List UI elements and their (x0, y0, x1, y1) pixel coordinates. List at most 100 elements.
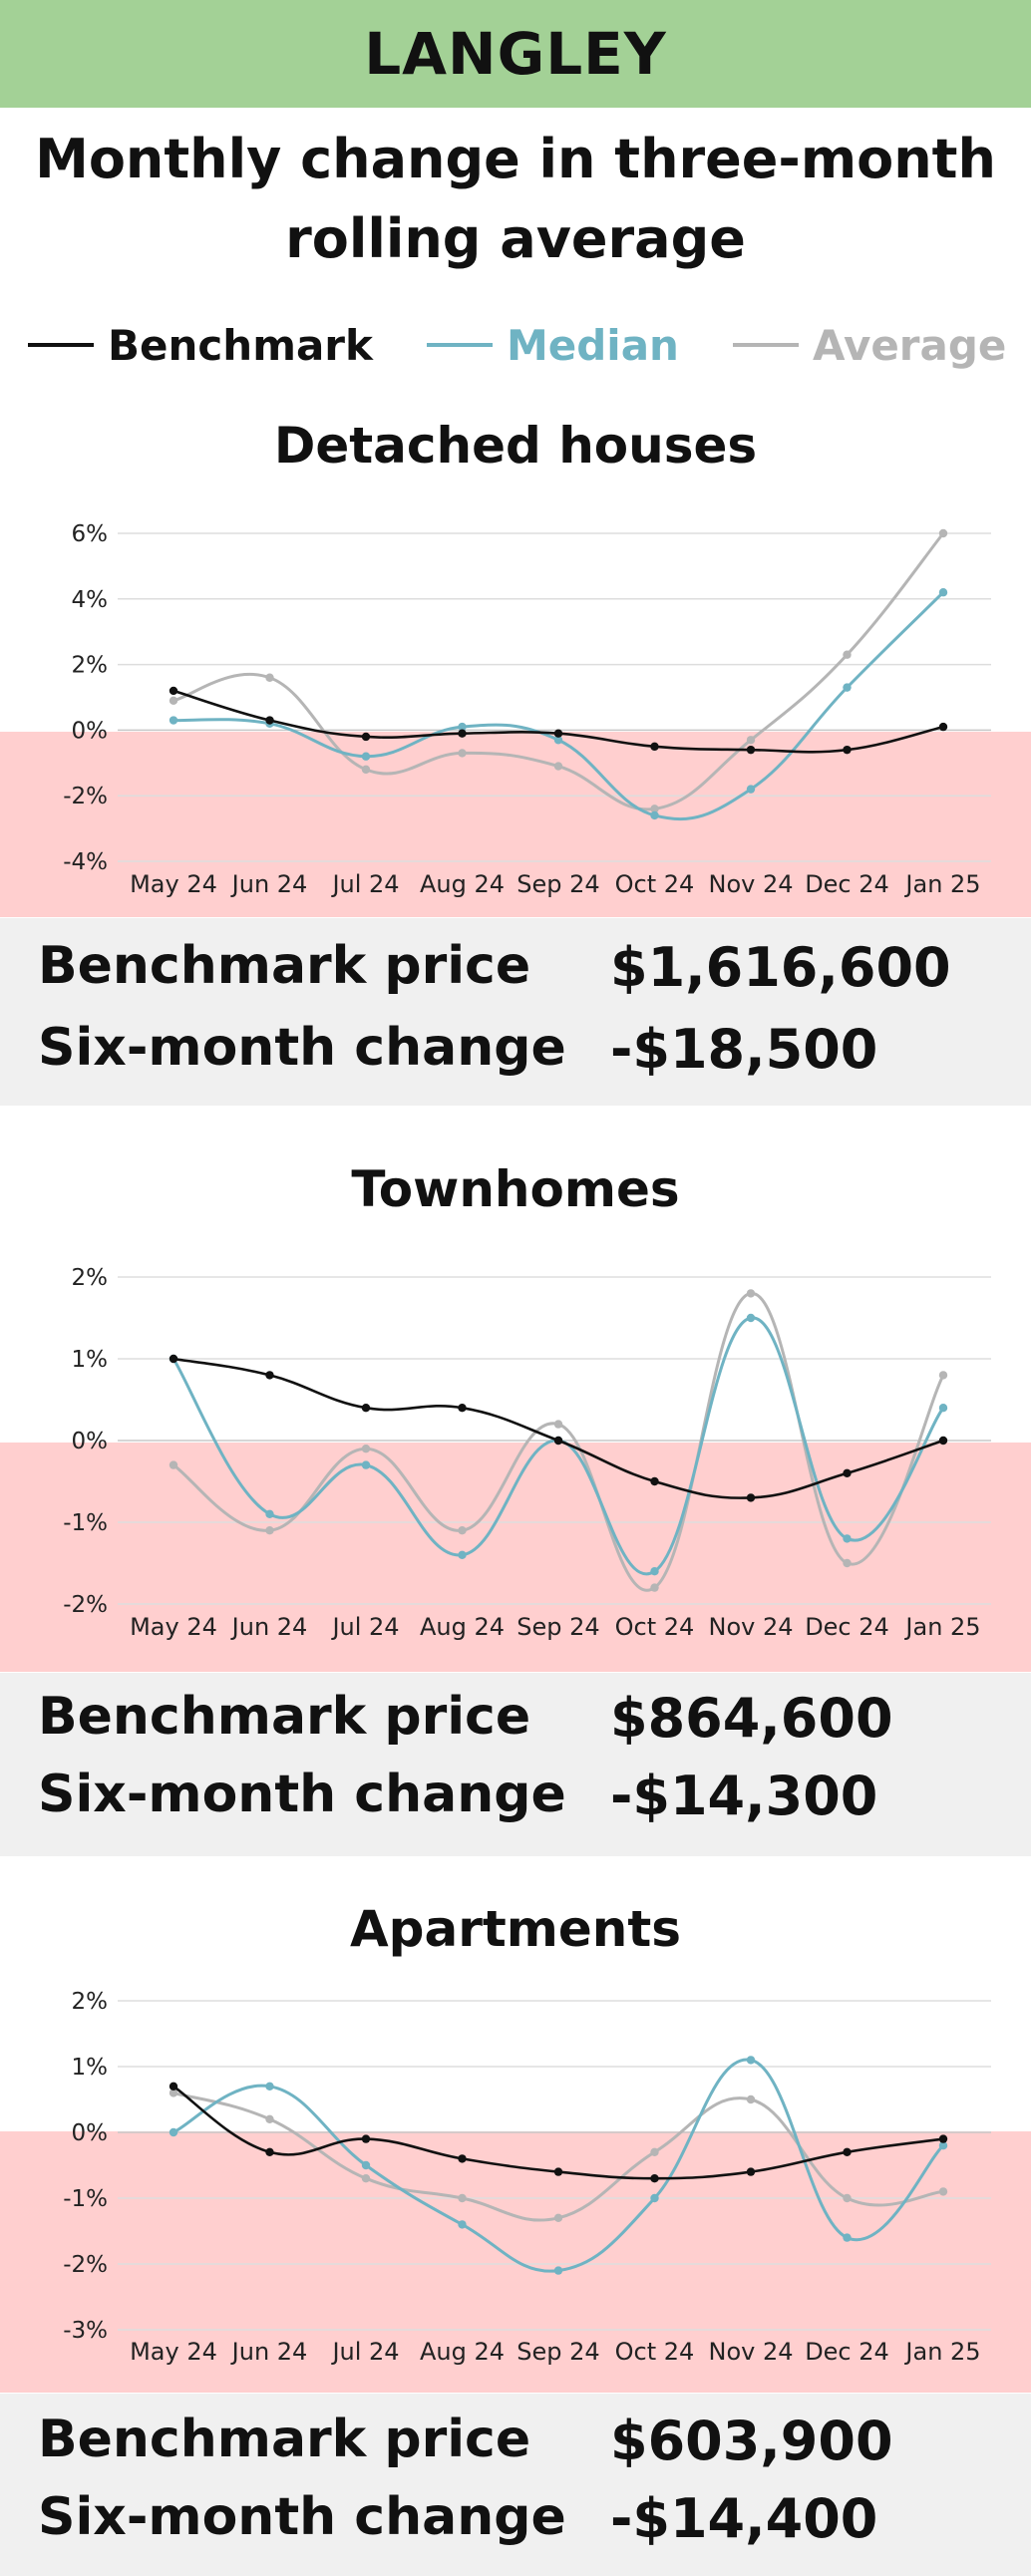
benchmark-price-value: $603,900 (610, 2410, 893, 2472)
y-tick-label: -4% (63, 849, 108, 875)
data-point-average (650, 2147, 659, 2156)
benchmark-price-label: Benchmark price (38, 1687, 531, 1747)
series-line-median (172, 1316, 945, 1576)
data-point-median (650, 1567, 659, 1576)
data-point-benchmark (361, 2134, 371, 2143)
x-tick-label: Sep 24 (516, 2338, 599, 2366)
x-tick-label: Jun 24 (230, 870, 308, 898)
section-title-detached: Detached houses (273, 417, 758, 475)
region-header: LANGLEY (0, 0, 1031, 108)
legend-item-median: Median (426, 321, 679, 370)
x-tick-label: Sep 24 (516, 1613, 599, 1641)
data-point-benchmark (843, 745, 852, 755)
data-point-median (746, 785, 756, 794)
x-tick-label: Jul 24 (330, 1613, 399, 1641)
data-point-average (650, 1583, 659, 1592)
data-point-median (938, 588, 948, 597)
data-point-benchmark (361, 732, 371, 742)
six-month-change-label: Six-month change (38, 1765, 566, 1824)
legend-label-benchmark: Benchmark (108, 320, 373, 370)
data-point-average (843, 2193, 852, 2203)
six-month-change-value: -$18,500 (610, 1018, 878, 1081)
stats-panel-apartments: Benchmark price $603,900 Six-month chang… (0, 2394, 1031, 2576)
section-title-townhomes: Townhomes (351, 1160, 680, 1218)
x-tick-label: Oct 24 (615, 870, 695, 898)
data-point-benchmark (169, 686, 178, 696)
data-point-benchmark (265, 2147, 274, 2156)
series-line-median (172, 2058, 945, 2273)
data-point-benchmark (746, 1493, 756, 1502)
region-title: LANGLEY (364, 20, 667, 88)
data-point-benchmark (553, 1436, 563, 1446)
x-tick-label: Aug 24 (420, 2338, 505, 2366)
six-month-change-label: Six-month change (38, 2487, 566, 2547)
y-tick-label: -2% (63, 2252, 108, 2278)
y-tick-label: 0% (72, 2120, 109, 2146)
data-point-benchmark (361, 1404, 371, 1413)
data-point-average (458, 749, 467, 758)
data-point-median (458, 2220, 467, 2229)
series-line-average (172, 2091, 944, 2222)
data-point-benchmark (169, 2082, 178, 2091)
stats-panel-detached: Benchmark price $1,616,600 Six-month cha… (0, 918, 1031, 1106)
legend: Benchmark Median Average (28, 315, 1025, 375)
legend-item-average: Average (732, 321, 1006, 370)
legend-item-benchmark: Benchmark (28, 321, 373, 370)
data-point-benchmark (458, 729, 467, 738)
data-point-benchmark (265, 716, 274, 725)
negative-band-townhomes (0, 1443, 1031, 1672)
data-point-average (843, 1558, 852, 1568)
data-point-median (361, 752, 371, 761)
subtitle-line-1: Monthly change in three-month (35, 128, 996, 190)
data-point-benchmark (746, 745, 756, 755)
data-point-average (458, 2193, 467, 2203)
data-point-benchmark (746, 2167, 756, 2176)
data-point-median (169, 2127, 178, 2137)
x-tick-label: May 24 (130, 2338, 217, 2366)
negative-band-detached (0, 732, 1031, 917)
y-tick-label: 2% (72, 1989, 109, 2015)
y-tick-label: 2% (72, 1265, 109, 1291)
data-point-average (938, 2187, 948, 2196)
page-subtitle: Monthly change in three-month rolling av… (0, 120, 1031, 279)
data-point-average (553, 762, 563, 771)
y-tick-label: -1% (63, 1510, 108, 1536)
data-point-median (458, 722, 467, 732)
y-tick-label: 6% (72, 521, 109, 547)
x-tick-label: Aug 24 (420, 870, 505, 898)
x-tick-label: Nov 24 (708, 2338, 793, 2366)
data-point-benchmark (553, 729, 563, 738)
data-point-average (746, 736, 756, 745)
x-tick-label: Sep 24 (516, 870, 599, 898)
data-point-benchmark (265, 1371, 274, 1380)
data-point-average (265, 673, 274, 682)
data-point-median (458, 1550, 467, 1559)
x-tick-label: Jan 25 (903, 1613, 980, 1641)
x-tick-label: Oct 24 (615, 2338, 695, 2366)
data-point-median (650, 810, 659, 820)
data-point-median (746, 2056, 756, 2065)
benchmark-price-value: $1,616,600 (610, 936, 951, 999)
data-point-benchmark (938, 722, 948, 732)
data-point-benchmark (938, 2134, 948, 2143)
stats-panel-townhomes: Benchmark price $864,600 Six-month chang… (0, 1673, 1031, 1856)
data-point-benchmark (650, 1476, 659, 1486)
data-point-benchmark (938, 1436, 948, 1446)
x-tick-label: Dec 24 (805, 1613, 889, 1641)
six-month-change-value: -$14,300 (610, 1765, 878, 1827)
data-point-average (265, 1526, 274, 1535)
x-tick-label: Jun 24 (230, 1613, 308, 1641)
data-point-average (746, 2094, 756, 2104)
data-point-average (553, 2213, 563, 2222)
data-point-benchmark (650, 742, 659, 752)
data-point-median (843, 2233, 852, 2242)
data-point-average (458, 1526, 467, 1535)
data-point-average (938, 1371, 948, 1380)
data-point-average (361, 1445, 371, 1453)
legend-swatch-median (426, 343, 493, 347)
series-line-benchmark (172, 1357, 944, 1499)
data-point-benchmark (169, 1354, 178, 1364)
data-point-average (938, 528, 948, 538)
data-point-median (843, 1534, 852, 1543)
y-tick-label: 0% (72, 718, 109, 744)
